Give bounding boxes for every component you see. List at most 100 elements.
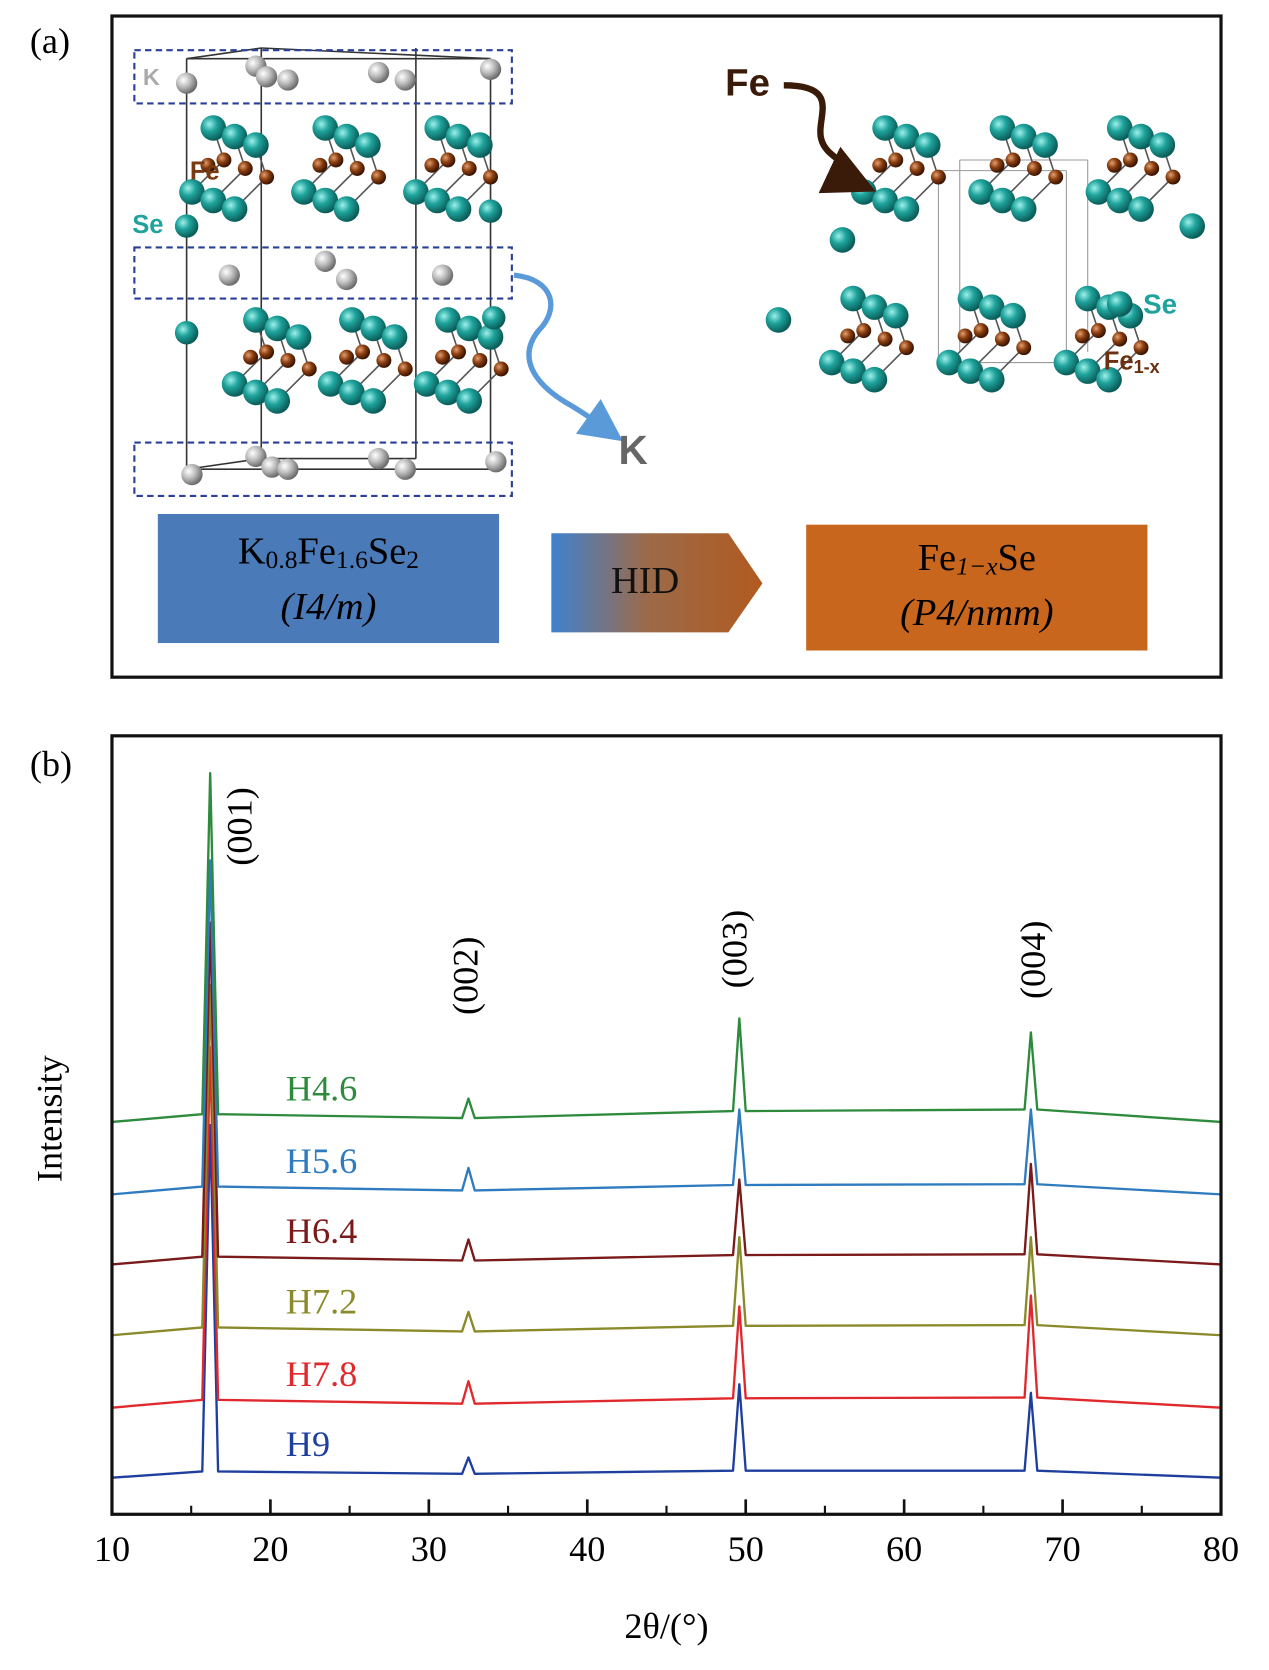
atom <box>451 344 467 360</box>
atom <box>467 132 493 158</box>
atom <box>339 349 355 365</box>
x-tick-label: 60 <box>886 1529 922 1569</box>
atom <box>1106 157 1122 173</box>
atom <box>829 227 856 253</box>
f-sub: 1−x <box>956 551 998 580</box>
x-axis-label: 2θ/(°) <box>624 1606 708 1646</box>
formula: Fe1−xSe <box>918 537 1036 581</box>
atom <box>1112 331 1128 347</box>
atom <box>261 456 283 478</box>
atom-label: Fe1-x <box>1104 347 1160 376</box>
atom <box>277 458 299 480</box>
atom <box>1010 123 1037 150</box>
atom <box>989 157 1005 173</box>
atom <box>1128 123 1154 150</box>
atom <box>243 307 269 333</box>
atom <box>413 371 440 397</box>
atom <box>1128 196 1154 222</box>
atom <box>1122 152 1138 168</box>
atom-label-sub: 1-x <box>1134 357 1160 377</box>
atom <box>1096 366 1122 393</box>
atom <box>237 161 253 176</box>
atom <box>872 115 898 141</box>
atom <box>312 187 339 214</box>
atom <box>1000 302 1026 329</box>
atom <box>840 328 856 344</box>
f-sub: 1.6 <box>336 545 368 574</box>
f: Fe <box>298 530 336 572</box>
fe-arrow <box>783 82 876 194</box>
xrd-line <box>111 983 1222 1337</box>
atom <box>936 349 962 376</box>
atom <box>877 331 893 347</box>
atom <box>1090 323 1106 339</box>
atom <box>381 324 408 350</box>
atom <box>1010 196 1037 222</box>
atom <box>367 61 390 84</box>
hid-arrow <box>551 533 763 633</box>
atom <box>861 294 888 320</box>
xrd-line <box>111 921 1222 1266</box>
atom <box>174 321 199 345</box>
atom <box>397 361 413 377</box>
atom <box>403 179 429 205</box>
xrd-line <box>111 859 1222 1196</box>
atom <box>456 388 483 414</box>
atom <box>989 187 1016 214</box>
phase-box <box>157 514 500 644</box>
crystal-structures <box>174 47 1206 486</box>
series-label: H6.4 <box>286 1211 358 1251</box>
panel-label: (b) <box>30 744 72 784</box>
atom <box>280 352 296 368</box>
atom <box>440 152 456 168</box>
atom <box>435 307 461 333</box>
atom <box>243 379 269 406</box>
series-label: H9 <box>286 1424 330 1464</box>
k-arrow <box>513 272 623 442</box>
atom <box>424 157 440 173</box>
atom <box>957 328 973 344</box>
x-tick-label: 10 <box>94 1529 130 1569</box>
atom <box>493 361 509 377</box>
atom <box>1074 328 1090 344</box>
atom <box>367 447 390 470</box>
hid-label: HID <box>611 560 679 602</box>
atom <box>456 315 483 342</box>
atom <box>479 58 502 80</box>
atom <box>978 366 1005 393</box>
atom <box>1005 152 1021 168</box>
atom <box>1053 349 1080 376</box>
k-layer-box <box>133 49 513 105</box>
atom <box>1085 179 1112 205</box>
atom <box>218 264 240 286</box>
atom <box>312 115 339 141</box>
panel-label: (a) <box>30 21 70 61</box>
atom <box>291 179 317 205</box>
atom <box>818 349 845 376</box>
peak-label: (003) <box>714 910 754 989</box>
atom-label-part: Fe <box>1104 347 1134 375</box>
atom <box>445 196 472 222</box>
series-label: H7.8 <box>286 1354 358 1394</box>
atom <box>301 361 317 377</box>
panel-a-frame <box>110 14 1223 679</box>
atom <box>245 445 267 468</box>
atom-label: K <box>619 427 648 473</box>
atom <box>994 331 1010 347</box>
atom <box>914 132 941 158</box>
atom <box>483 169 499 185</box>
atom <box>179 179 205 205</box>
atom <box>200 187 227 214</box>
space-group: (I4/m) <box>280 586 376 628</box>
atom <box>259 344 275 360</box>
atom <box>978 294 1005 320</box>
atom <box>856 323 872 339</box>
atom-label: Fe <box>725 61 770 104</box>
atom <box>1032 132 1058 158</box>
atom <box>335 268 358 291</box>
atom <box>221 371 248 397</box>
k-layer-box <box>133 441 513 497</box>
atom <box>371 169 387 185</box>
atom <box>477 324 504 350</box>
